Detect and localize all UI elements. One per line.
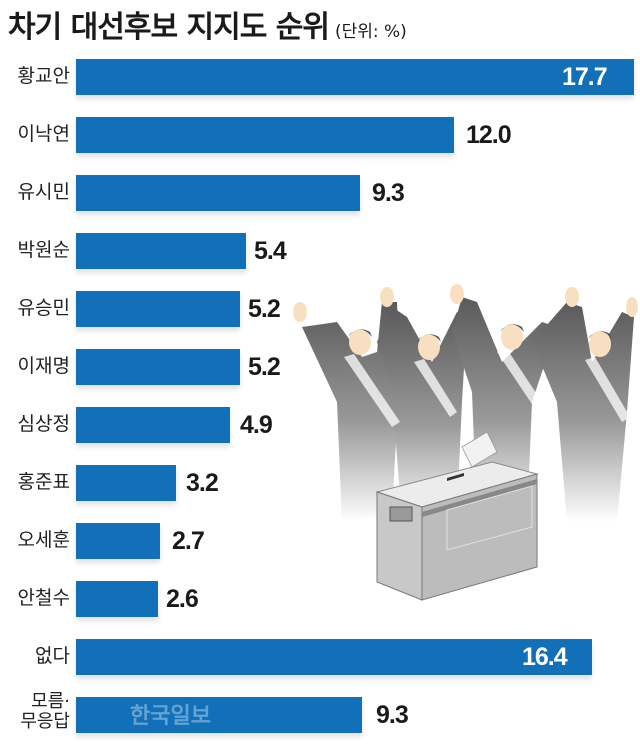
- bar: [76, 117, 454, 153]
- bar-row: 유승민 5.2: [0, 288, 640, 328]
- bar: [76, 349, 240, 385]
- bar-value: 16.4: [522, 643, 568, 671]
- bar: [76, 639, 592, 675]
- bar: [76, 233, 246, 269]
- bar-label: 오세훈: [17, 529, 70, 551]
- bar-label: 황교안: [17, 65, 70, 87]
- bar: [76, 697, 362, 733]
- bar: [76, 59, 634, 95]
- bar-label: 이낙연: [17, 123, 70, 145]
- bar: [76, 175, 360, 211]
- bar-label: 유승민: [17, 297, 70, 319]
- title-text: 차기 대선후보 지지도 순위: [8, 10, 330, 45]
- bar-label: 박원순: [17, 239, 70, 261]
- bar-value: 5.2: [248, 295, 281, 323]
- bar-label: 이재명: [17, 355, 70, 377]
- bar-row: 없다 16.4: [0, 636, 640, 676]
- bar-row: 유시민 9.3: [0, 172, 640, 212]
- bar-label: 유시민: [17, 181, 70, 203]
- bar-label: 모름· 무응답: [20, 691, 70, 732]
- bar-value: 4.9: [240, 411, 273, 439]
- bar-value: 2.6: [166, 585, 199, 613]
- bar-row: 홍준표 3.2: [0, 462, 640, 502]
- candidates-ballot-box-illustration: [293, 284, 638, 601]
- chart-title: 차기 대선후보 지지도 순위 (단위: %): [8, 2, 407, 46]
- bar-row: 오세훈 2.7: [0, 520, 640, 560]
- bar-label: 없다: [35, 645, 70, 667]
- bar-value: 5.4: [254, 237, 287, 265]
- bar-value: 9.3: [376, 701, 409, 729]
- bar: [76, 407, 230, 443]
- bar-row: 황교안 17.7: [0, 56, 640, 96]
- bar-row: 이재명 5.2: [0, 346, 640, 386]
- bar-row: 심상정 4.9: [0, 404, 640, 444]
- bar-row: 이낙연 12.0: [0, 114, 640, 154]
- bar: [76, 581, 158, 617]
- bar-value: 3.2: [186, 469, 219, 497]
- bar-label: 심상정: [17, 413, 70, 435]
- bar: [76, 523, 160, 559]
- bar-label: 홍준표: [17, 471, 70, 493]
- bar: [76, 291, 240, 327]
- unit-label: (단위: %): [334, 22, 407, 42]
- bar-label: 안철수: [17, 587, 70, 609]
- bar-row: 박원순 5.4: [0, 230, 640, 270]
- bar-value: 2.7: [172, 527, 205, 555]
- bar-row: 모름· 무응답 9.3: [0, 691, 640, 734]
- bar-value: 5.2: [248, 353, 281, 381]
- bar-value: 9.3: [372, 179, 405, 207]
- bar-value: 12.0: [466, 121, 512, 149]
- bar-value: 17.7: [562, 63, 608, 91]
- bar: [76, 465, 176, 501]
- bar-row: 안철수 2.6: [0, 578, 640, 618]
- watermark: 한국일보: [130, 704, 211, 729]
